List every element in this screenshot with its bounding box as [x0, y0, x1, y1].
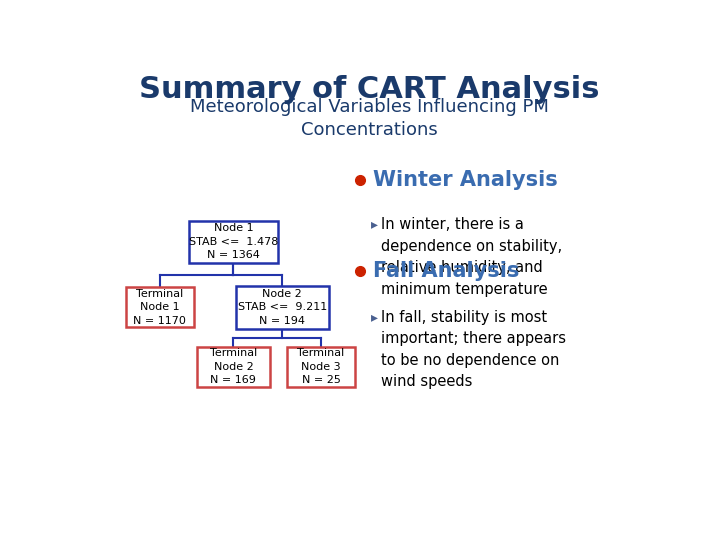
- FancyBboxPatch shape: [189, 221, 278, 263]
- Text: Fall Analysis: Fall Analysis: [373, 261, 519, 281]
- FancyBboxPatch shape: [287, 347, 355, 387]
- Text: ▸: ▸: [371, 217, 377, 231]
- Text: In fall, stability is most
important; there appears
to be no dependence on
wind : In fall, stability is most important; th…: [382, 309, 567, 389]
- Text: Summary of CART Analysis: Summary of CART Analysis: [139, 75, 599, 104]
- Text: In winter, there is a
dependence on stability,
relative humidity, and
minimum te: In winter, there is a dependence on stab…: [382, 217, 562, 297]
- Text: Meteorological Variables Influencing PM
Concentrations: Meteorological Variables Influencing PM …: [189, 98, 549, 139]
- FancyBboxPatch shape: [235, 286, 329, 328]
- Text: ▸: ▸: [371, 309, 377, 323]
- Text: Terminal
Node 1
N = 1170: Terminal Node 1 N = 1170: [133, 289, 186, 326]
- Text: Terminal
Node 3
N = 25: Terminal Node 3 N = 25: [297, 348, 345, 385]
- FancyBboxPatch shape: [197, 347, 270, 387]
- Text: Node 1
STAB <=  1.478
N = 1364: Node 1 STAB <= 1.478 N = 1364: [189, 224, 278, 260]
- Text: Winter Analysis: Winter Analysis: [373, 170, 557, 190]
- Text: Node 2
STAB <=  9.211
N = 194: Node 2 STAB <= 9.211 N = 194: [238, 289, 327, 326]
- Text: Terminal
Node 2
N = 169: Terminal Node 2 N = 169: [210, 348, 257, 385]
- FancyBboxPatch shape: [126, 287, 194, 327]
